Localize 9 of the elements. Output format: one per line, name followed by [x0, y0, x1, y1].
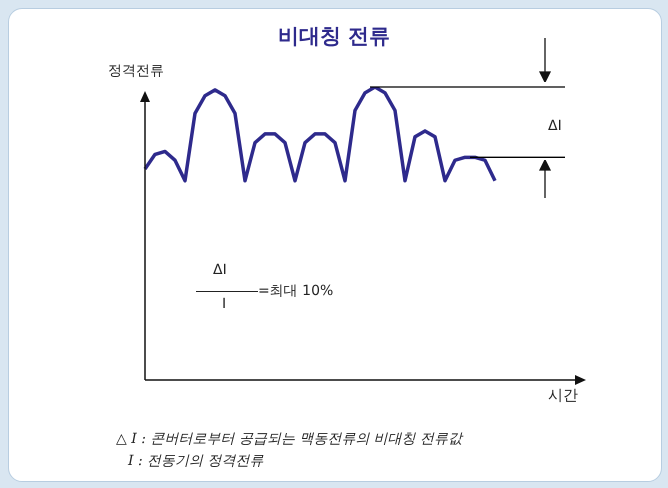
annotation: ΔI — [213, 262, 227, 278]
text: I : 전동기의 정격전류 — [128, 452, 264, 470]
y-axis-title: 정격전류 — [108, 62, 164, 80]
x-axis-title: 시간 — [548, 386, 578, 405]
chart-title: 비대칭 전류 — [278, 23, 390, 50]
text: △ I : 콘버터로부터 공급되는 맥동전류의 비대칭 전류값 — [116, 430, 462, 448]
text: ΔI — [548, 118, 562, 134]
annotation: I — [222, 296, 226, 312]
annotation: =최대 10% — [258, 282, 334, 300]
